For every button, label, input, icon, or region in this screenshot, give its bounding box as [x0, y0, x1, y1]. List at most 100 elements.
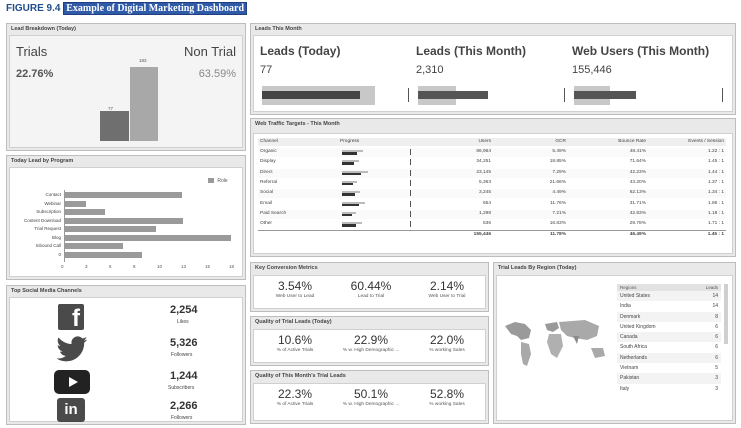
metric-tile: 3.54% Web User to Lead	[258, 278, 332, 299]
panel-header: Lead Breakdown (Today)	[11, 26, 76, 32]
program-bar	[65, 209, 106, 215]
region-row[interactable]: Pakistan 3	[617, 373, 721, 384]
region-row[interactable]: Italy 3	[617, 383, 721, 394]
trial-region-body: Regions Leads United States 14 India 14 Denm…	[496, 275, 733, 421]
region-name: Canada	[620, 334, 638, 341]
region-col-header[interactable]: Regions	[620, 285, 637, 290]
channel-cell: Referral	[260, 179, 278, 185]
region-leads: 14	[712, 293, 718, 299]
region-row[interactable]: Canada 6	[617, 332, 721, 343]
total-events: 1.45 : 1	[707, 232, 724, 238]
bounce-cell: 48.41%	[629, 149, 646, 154]
world-map	[505, 320, 605, 366]
program-bar	[65, 243, 123, 249]
region-row[interactable]: India 14	[617, 301, 721, 312]
region-scrollbar[interactable]	[724, 284, 728, 344]
region-row[interactable]: South Africa 6	[617, 342, 721, 353]
users-cell: 86,964	[476, 149, 491, 154]
progress-fill	[342, 162, 355, 165]
region-row[interactable]: United Kingdom 6	[617, 321, 721, 333]
users-cell: 1,298	[478, 210, 491, 216]
table-header-row	[258, 138, 726, 146]
kpi-target	[564, 88, 565, 102]
linkedin-icon[interactable]: in	[57, 398, 85, 422]
metric-label: Lead to Trial	[357, 294, 385, 299]
region-leads: 14	[712, 303, 718, 310]
region-name: Vietnam	[620, 365, 639, 372]
totals-divider	[258, 230, 726, 232]
column-header: Bounce Rate	[618, 139, 646, 144]
panel-header: Key Conversion Metrics	[255, 265, 318, 271]
panel-header: Quality of This Month's Trial Leads	[255, 373, 346, 379]
lead-breakdown-body: Trials 22.76% Non Trial 63.59% 77 183	[9, 35, 243, 148]
region-leads: 3	[715, 385, 718, 392]
region-leads: 8	[715, 313, 718, 320]
x-tick-label: 13	[181, 264, 187, 269]
metric-value: 3.54%	[277, 279, 313, 293]
key-conversion-panel: Key Conversion Metrics 3.54% Web User to …	[250, 262, 489, 312]
bounce-cell: 71.64%	[629, 159, 646, 165]
region-leads: 6	[715, 344, 718, 351]
region-name: Netherlands	[620, 354, 647, 361]
events-cell: 1.86 : 1	[707, 200, 724, 206]
users-cell: 5,363	[478, 179, 491, 185]
gcr-cell: 7.21%	[552, 210, 566, 216]
social-value: 2,266	[170, 400, 198, 412]
channel-cell: Paid Search	[260, 210, 287, 216]
table-row[interactable]	[258, 209, 726, 219]
table-row[interactable]	[258, 189, 726, 199]
kpi-leads-today: Leads (Today) 77	[258, 36, 409, 111]
region-leads: 6	[715, 354, 718, 361]
program-chart: Role Contact Webinar Subscription Content D…	[9, 167, 243, 277]
progress-bar	[342, 150, 363, 152]
progress-target	[410, 210, 411, 217]
column-header: Progress	[340, 139, 360, 144]
region-row[interactable]: Denmark 8	[617, 311, 721, 322]
region-name: Denmark	[620, 313, 641, 320]
gcr-cell: 4.49%	[552, 190, 566, 196]
play-triangle-icon	[69, 377, 78, 387]
leads-col-header[interactable]: Leads	[705, 285, 718, 290]
region-name: United States	[620, 293, 651, 299]
kpi-fill	[574, 91, 636, 99]
region-row[interactable]: Vietnam 5	[617, 363, 721, 374]
metric-value: 22.3%	[277, 387, 313, 401]
progress-target	[410, 200, 411, 207]
panel-header: Top Social Media Channels	[11, 288, 82, 294]
column-header: Users	[478, 139, 491, 144]
progress-fill	[342, 213, 352, 217]
category-label: Trial Request	[34, 226, 61, 231]
progress-bar	[342, 201, 365, 204]
metric-value: 22.0%	[429, 333, 465, 347]
channel-cell: Other	[260, 221, 272, 227]
channel-cell: Display	[260, 159, 276, 165]
panel-header: Quality of Trial Leads (Today)	[255, 319, 332, 325]
quality-today-panel: Quality of Trial Leads (Today) 10.6%% of…	[250, 316, 489, 366]
region-row[interactable]: Netherlands 6	[617, 352, 721, 364]
program-plot: Contact Webinar Subscription Content Downlo…	[10, 168, 242, 276]
gcr-cell: 21.66%	[549, 179, 566, 185]
kpi-leads-month: Leads (This Month) 2,310	[414, 36, 565, 111]
legend: Role	[208, 178, 228, 184]
channel-cell: Email	[260, 200, 272, 206]
events-cell: 1.34 : 1	[707, 190, 724, 196]
quality-month-body: 22.3%% of Active Trials 50.1%% w. High De…	[253, 383, 486, 421]
quality-today-body: 10.6%% of Active Trials 22.9%% w. High De…	[253, 329, 486, 363]
youtube-icon[interactable]	[54, 370, 90, 394]
metric-label: % w. High Demographic ...	[342, 402, 400, 407]
nontrial-label: Non Trial	[183, 44, 236, 59]
total-gcr: 11.78%	[549, 232, 566, 238]
metric-value: 22.9%	[353, 333, 389, 347]
twitter-icon[interactable]	[54, 336, 90, 364]
panel-header: Web Traffic Targets - This Month	[255, 121, 340, 127]
category-label: Subscription	[36, 209, 61, 214]
progress-bar	[342, 211, 356, 214]
region-row[interactable]: United States 14	[617, 291, 721, 302]
social-value: 1,244	[170, 370, 198, 382]
metric-label: % w. High Demographic ...	[342, 348, 400, 353]
gcr-cell: 16.83%	[549, 221, 566, 227]
table-row[interactable]	[258, 148, 726, 157]
table-row[interactable]	[258, 168, 726, 178]
events-cell: 1.18 : 1	[707, 210, 724, 216]
facebook-icon[interactable]: f	[58, 304, 84, 330]
